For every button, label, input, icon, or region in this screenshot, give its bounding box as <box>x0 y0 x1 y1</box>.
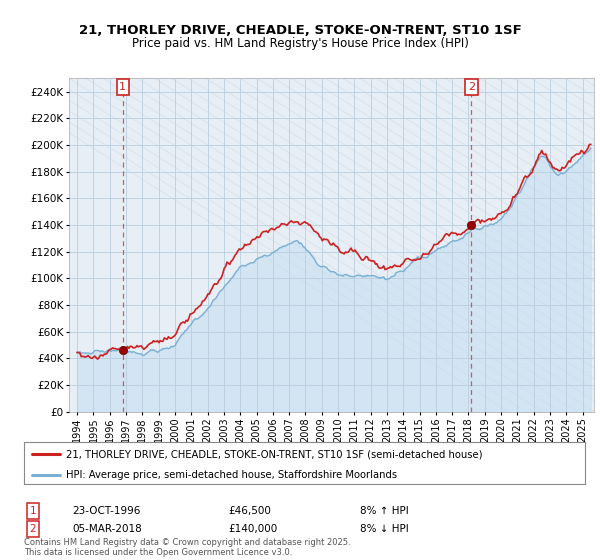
Text: 1: 1 <box>119 82 127 92</box>
Text: 1: 1 <box>29 506 37 516</box>
Text: Contains HM Land Registry data © Crown copyright and database right 2025.
This d: Contains HM Land Registry data © Crown c… <box>24 538 350 557</box>
Text: 21, THORLEY DRIVE, CHEADLE, STOKE-ON-TRENT, ST10 1SF: 21, THORLEY DRIVE, CHEADLE, STOKE-ON-TRE… <box>79 24 521 38</box>
Text: 2: 2 <box>29 524 37 534</box>
Text: 2: 2 <box>467 82 475 92</box>
Text: £46,500: £46,500 <box>228 506 271 516</box>
Text: 21, THORLEY DRIVE, CHEADLE, STOKE-ON-TRENT, ST10 1SF (semi-detached house): 21, THORLEY DRIVE, CHEADLE, STOKE-ON-TRE… <box>66 449 482 459</box>
Text: 05-MAR-2018: 05-MAR-2018 <box>72 524 142 534</box>
Text: 8% ↑ HPI: 8% ↑ HPI <box>360 506 409 516</box>
Text: 23-OCT-1996: 23-OCT-1996 <box>72 506 140 516</box>
Text: HPI: Average price, semi-detached house, Staffordshire Moorlands: HPI: Average price, semi-detached house,… <box>66 470 397 480</box>
Text: Price paid vs. HM Land Registry's House Price Index (HPI): Price paid vs. HM Land Registry's House … <box>131 37 469 50</box>
Text: £140,000: £140,000 <box>228 524 277 534</box>
Text: 8% ↓ HPI: 8% ↓ HPI <box>360 524 409 534</box>
